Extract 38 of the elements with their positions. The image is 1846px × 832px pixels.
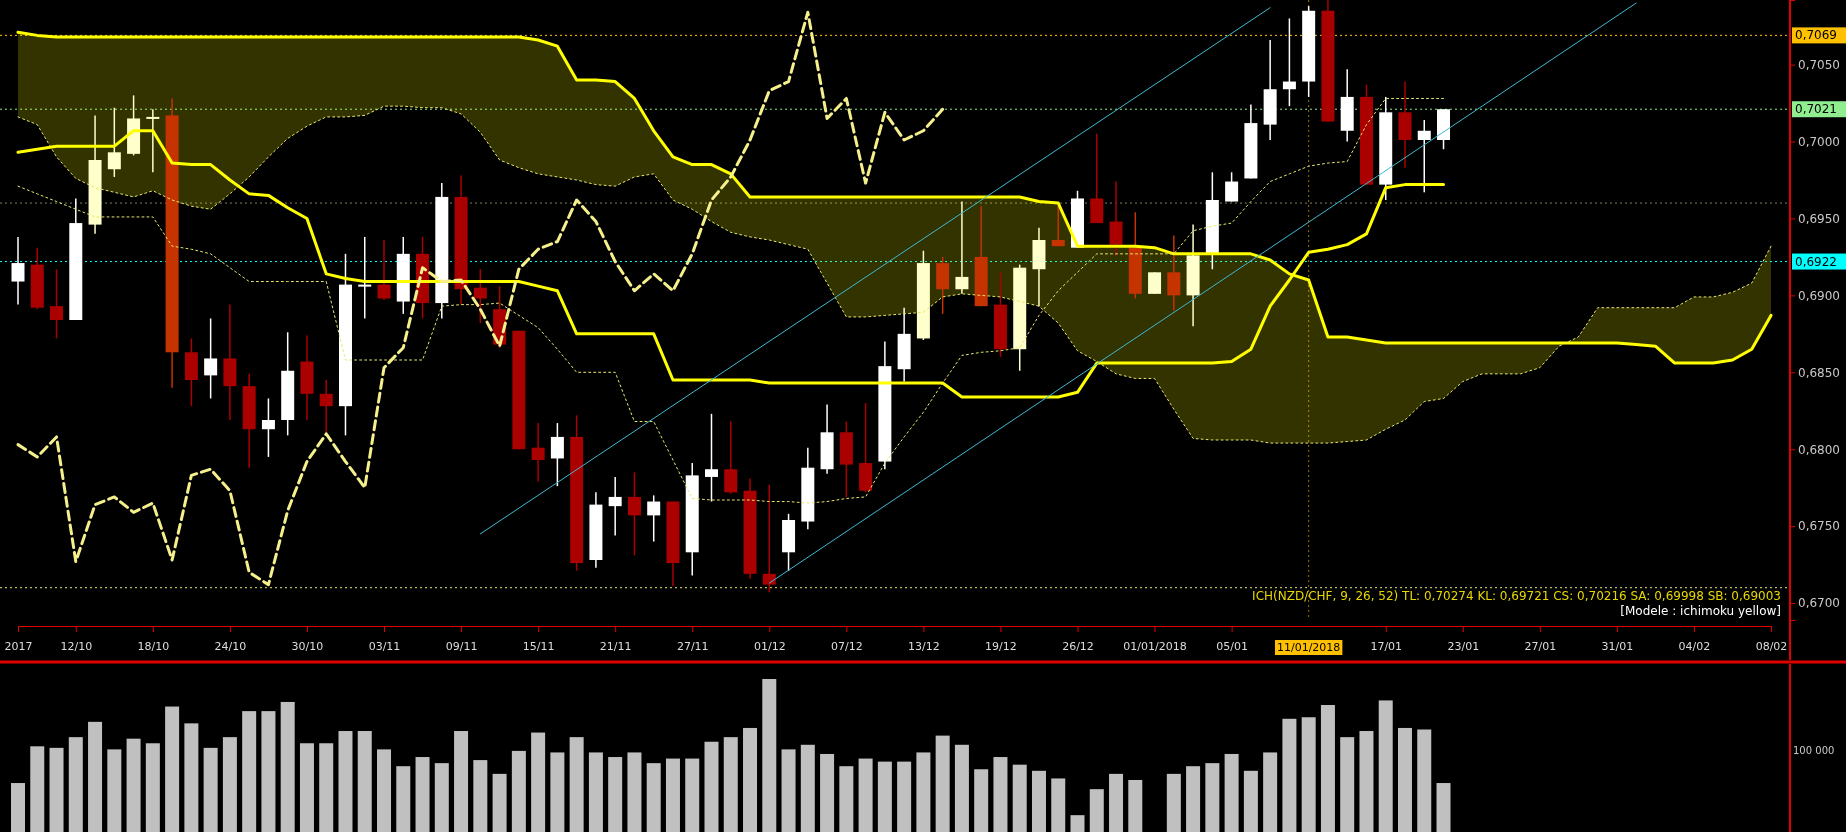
- x-tick-label: 27/01: [1524, 639, 1557, 653]
- y-tick-label: 0,6950: [1798, 211, 1840, 226]
- y-tick-label: 0,7000: [1798, 134, 1840, 149]
- x-tick-label: 18/10: [137, 639, 170, 653]
- y-tick-label: 0,7050: [1798, 57, 1840, 72]
- x-tick-label: 09/11: [445, 639, 478, 653]
- x-tick-label: 21/11: [599, 639, 632, 653]
- x-tick-label: 12/10: [60, 639, 93, 653]
- x-tick-label: 24/10: [214, 639, 247, 653]
- x-tick-label: 01/12: [753, 639, 786, 653]
- x-tick-label: 05/01: [1216, 639, 1248, 653]
- y-tick-label: 0,6750: [1798, 519, 1840, 534]
- annotation: [Modele : ichimoku yellow]: [1620, 604, 1781, 618]
- ref-line-label: 0,7069: [1795, 28, 1837, 43]
- x-tick-label: 13/12: [908, 639, 940, 653]
- y-tick-label: 0,6900: [1798, 288, 1840, 303]
- x-tick-label: 07/12: [830, 639, 863, 653]
- y-tick-label: 0,6850: [1798, 365, 1840, 380]
- x-tick-label: 15/11: [522, 639, 555, 653]
- x-tick-label: 11/01/2018: [1276, 641, 1341, 654]
- x-tick-label: 19/12: [985, 639, 1017, 653]
- x-tick-label: 30/10: [291, 639, 324, 653]
- x-tick-label: 08/02: [1755, 639, 1788, 653]
- annotation: ICH(NZD/CHF, 9, 26, 52) TL: 0,70274 KL: 0,69721 CS: 0,70216 SA: 0,69998 SB: 0,69003: [1252, 589, 1781, 603]
- ref-line-label: 0,7021: [1795, 102, 1837, 117]
- y-tick-label: 0,6800: [1798, 442, 1840, 457]
- y-tick-label: 0,6700: [1798, 596, 1840, 611]
- x-tick-label: 01/01/2018: [1123, 639, 1187, 653]
- x-tick-label: 2017: [4, 639, 33, 653]
- x-tick-label: 17/01: [1370, 639, 1403, 653]
- x-tick-label: 23/01: [1447, 639, 1480, 653]
- ref-line-label: 0,6922: [1795, 254, 1837, 269]
- text: 100 000: [1793, 744, 1835, 756]
- x-tick-label: 31/01: [1601, 639, 1634, 653]
- x-tick-label: 27/11: [676, 639, 709, 653]
- x-tick-label: 03/11: [368, 639, 401, 653]
- x-tick-label: 26/12: [1062, 639, 1094, 653]
- x-tick-label: 04/02: [1678, 639, 1711, 653]
